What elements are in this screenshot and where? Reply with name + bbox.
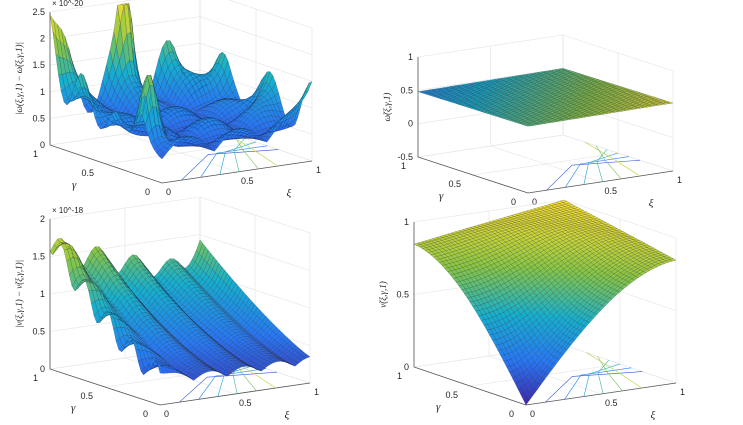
x-tick-label: 0 (164, 409, 169, 419)
z-tick-label: 0 (40, 364, 45, 374)
z-tick-label: 1 (40, 87, 45, 97)
floor-contours (181, 130, 279, 181)
x-axis-label: ξ (651, 410, 656, 422)
floor-contours (546, 141, 641, 191)
z-tick-label: 2 (40, 34, 45, 44)
y-axis-label: γ (439, 190, 444, 202)
x-tick-label: 0.5 (605, 186, 618, 196)
y-tick-label: 0 (509, 409, 514, 419)
y-axis-label: γ (72, 179, 77, 191)
x-axis-label: ξ (287, 188, 292, 200)
x-axis-label: ξ (285, 410, 290, 422)
x-tick-label: 0 (530, 409, 535, 419)
z-axis-label: ν̃(ξ,γ,1) (378, 281, 388, 307)
z-tick-label: 1 (404, 217, 409, 227)
z-tick-label: 0.5 (32, 113, 45, 123)
x-tick-label: 1 (680, 387, 685, 397)
z-tick-label: 0 (408, 119, 413, 129)
y-tick-label: 0.5 (80, 391, 93, 401)
z-tick-label: 0 (40, 140, 45, 150)
axes-box (417, 34, 674, 194)
z-tick-label: 0.5 (400, 85, 413, 95)
y-tick-label: 1 (401, 161, 406, 171)
y-tick-label: 0.5 (445, 390, 458, 400)
z-tick-label: 2 (40, 214, 45, 224)
y-tick-label: 1 (397, 371, 402, 381)
z-tick-label: 1.5 (32, 252, 45, 262)
y-axis-label: γ (436, 401, 441, 413)
z-tick-label: 0 (404, 362, 409, 372)
x-tick-label: 0.5 (239, 398, 252, 408)
y-tick-label: 0 (145, 187, 150, 197)
z-tick-label: 2.5 (32, 7, 45, 17)
x-tick-label: 0.5 (605, 398, 618, 408)
y-tick-label: 0.5 (81, 168, 94, 178)
z-axis-label: ω̃(ξ,γ,1) (382, 93, 392, 122)
z-exponent-label: × 10^-18 (52, 206, 84, 215)
y-tick-label: 1 (33, 373, 38, 383)
z-tick-label: -0.5 (397, 152, 413, 162)
z-tick-label: 0.5 (32, 327, 45, 337)
y-tick-label: 0 (511, 197, 516, 207)
y-tick-label: 0.5 (448, 179, 461, 189)
x-axis-label: ξ (649, 198, 654, 210)
z-tick-label: 1.5 (32, 60, 45, 70)
z-tick-label: 1 (408, 52, 413, 62)
x-tick-label: 0 (532, 197, 537, 207)
surface (49, 238, 311, 381)
x-tick-label: 0.5 (241, 176, 254, 186)
surface (413, 199, 677, 406)
x-tick-label: 0 (166, 187, 171, 197)
y-tick-label: 1 (33, 149, 38, 159)
z-tick-label: 1 (40, 289, 45, 299)
floor-contours (545, 352, 643, 403)
z-tick-label: 0.5 (396, 290, 409, 300)
z-axis-label: |ω(ξ,γ,1) − ω̃(ξ,γ,1)| (14, 42, 24, 115)
x-tick-label: 1 (316, 165, 321, 175)
z-exponent-label: × 10^-20 (52, 0, 84, 8)
z-axis-label: |ν(ξ,γ,1) − ν̃(ξ,γ,1)| (14, 260, 24, 328)
surface (417, 68, 674, 127)
y-tick-label: 0 (143, 409, 148, 419)
x-tick-label: 1 (314, 387, 319, 397)
surface (49, 3, 313, 160)
x-tick-label: 1 (677, 175, 682, 185)
y-axis-label: γ (71, 402, 76, 414)
